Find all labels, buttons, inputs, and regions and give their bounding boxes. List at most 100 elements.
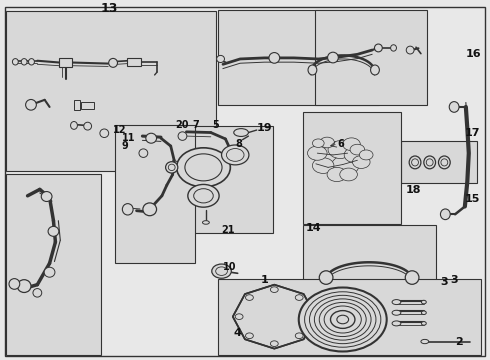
Bar [115, 125, 195, 263]
Circle shape [343, 138, 360, 151]
Text: 20: 20 [175, 121, 189, 130]
Circle shape [235, 314, 243, 319]
Text: 8: 8 [235, 139, 242, 149]
Ellipse shape [109, 58, 118, 67]
Ellipse shape [319, 271, 333, 284]
Circle shape [306, 314, 314, 319]
Bar [5, 11, 216, 171]
Text: 1: 1 [261, 275, 269, 285]
Circle shape [305, 292, 381, 347]
Circle shape [327, 167, 346, 181]
Circle shape [212, 264, 231, 278]
Circle shape [308, 146, 327, 160]
Ellipse shape [426, 159, 433, 166]
Bar [5, 174, 101, 355]
Circle shape [344, 147, 366, 163]
Polygon shape [233, 285, 316, 348]
Text: 19: 19 [257, 122, 272, 132]
Circle shape [328, 141, 352, 158]
Ellipse shape [421, 321, 426, 325]
Ellipse shape [146, 133, 157, 143]
Ellipse shape [234, 129, 248, 136]
Text: 11: 11 [122, 133, 135, 143]
Text: 3: 3 [450, 275, 458, 285]
Circle shape [331, 311, 355, 328]
Text: 16: 16 [466, 49, 482, 59]
Ellipse shape [71, 122, 77, 129]
Bar [315, 10, 427, 105]
Circle shape [299, 288, 387, 351]
Circle shape [226, 149, 244, 161]
Circle shape [352, 156, 370, 168]
Ellipse shape [391, 45, 396, 51]
Circle shape [350, 144, 365, 155]
Ellipse shape [178, 132, 187, 140]
Text: 21: 21 [221, 225, 235, 235]
Ellipse shape [392, 300, 401, 305]
Ellipse shape [84, 122, 92, 130]
Circle shape [176, 148, 230, 187]
Ellipse shape [424, 156, 436, 169]
Circle shape [270, 287, 278, 292]
Text: 9: 9 [122, 141, 128, 151]
Ellipse shape [41, 192, 52, 202]
Circle shape [324, 306, 361, 333]
Text: 15: 15 [465, 194, 481, 204]
Circle shape [310, 295, 376, 344]
Ellipse shape [405, 271, 419, 284]
Ellipse shape [100, 129, 109, 138]
Ellipse shape [421, 311, 426, 315]
Circle shape [313, 139, 324, 148]
Bar [127, 58, 142, 66]
Ellipse shape [406, 46, 414, 54]
Text: 3: 3 [441, 277, 448, 287]
Ellipse shape [374, 44, 382, 52]
Text: 2: 2 [455, 337, 463, 347]
Bar [303, 225, 436, 283]
Bar [74, 100, 80, 111]
Circle shape [359, 150, 373, 160]
Bar [81, 102, 94, 109]
Circle shape [315, 299, 371, 340]
Bar [176, 126, 273, 233]
Circle shape [194, 189, 213, 203]
Ellipse shape [25, 99, 36, 110]
Text: 10: 10 [223, 262, 237, 272]
Circle shape [221, 145, 249, 165]
Ellipse shape [33, 289, 42, 297]
Ellipse shape [269, 53, 280, 63]
Circle shape [216, 267, 227, 275]
Ellipse shape [409, 156, 421, 169]
Ellipse shape [48, 226, 59, 236]
Ellipse shape [370, 65, 379, 75]
Ellipse shape [9, 279, 20, 289]
Text: 7: 7 [193, 121, 199, 130]
Ellipse shape [441, 209, 450, 220]
Text: 18: 18 [405, 185, 421, 195]
Circle shape [315, 147, 346, 170]
Text: 17: 17 [465, 127, 481, 138]
Text: 13: 13 [100, 2, 118, 15]
Ellipse shape [122, 204, 133, 215]
Ellipse shape [308, 65, 317, 75]
Circle shape [185, 154, 222, 181]
Text: 6: 6 [338, 139, 344, 149]
Circle shape [295, 333, 303, 339]
Ellipse shape [139, 149, 148, 157]
Circle shape [245, 295, 253, 300]
Text: 5: 5 [212, 121, 219, 130]
Bar [303, 112, 401, 224]
Ellipse shape [44, 267, 55, 277]
Ellipse shape [17, 280, 31, 292]
Ellipse shape [449, 102, 459, 112]
Text: 14: 14 [306, 223, 321, 233]
Ellipse shape [392, 321, 401, 326]
Circle shape [270, 341, 278, 347]
Ellipse shape [421, 300, 426, 304]
Circle shape [320, 137, 334, 148]
Ellipse shape [217, 55, 224, 63]
Ellipse shape [143, 203, 157, 216]
Ellipse shape [441, 159, 448, 166]
Circle shape [295, 295, 303, 300]
Ellipse shape [328, 52, 338, 63]
